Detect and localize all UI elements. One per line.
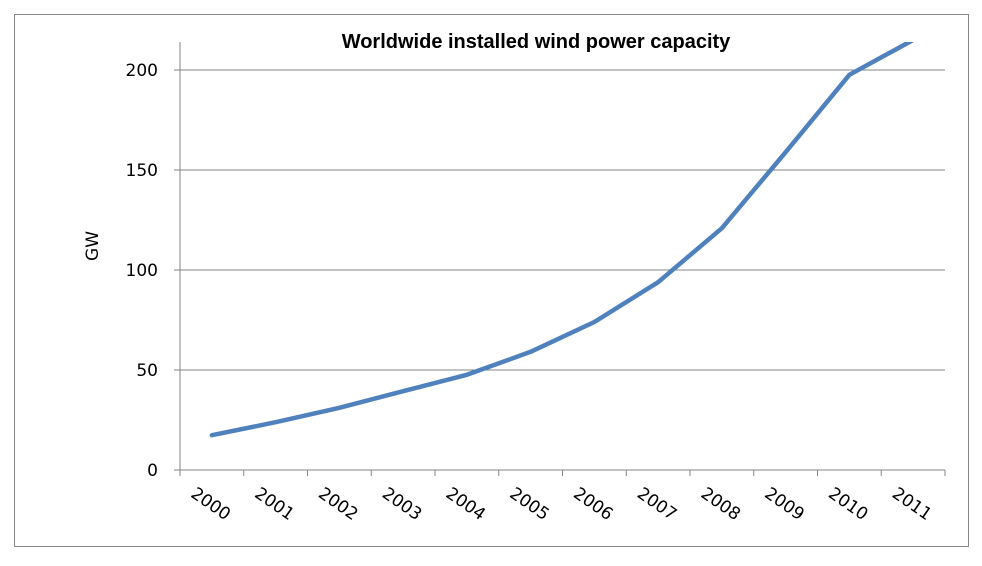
x-tick-label-2011: 2011 [888,484,935,525]
y-tick-label-150: 150 [126,161,158,181]
y-tick-label-50: 50 [136,361,158,381]
x-tick-label-2002: 2002 [315,484,362,525]
y-tick-label-0: 0 [147,461,158,481]
y-axis-label: GW [83,231,103,261]
x-tick-label-2001: 2001 [251,484,298,525]
chart-title: Worldwide installed wind power capacity [342,31,731,53]
series-line-0 [209,42,915,438]
x-tick-label-2009: 2009 [761,484,808,525]
x-tick-label-2006: 2006 [570,484,617,525]
x-tick-label-2008: 2008 [697,484,744,525]
y-tick-labels: 0 50 100 150 200 [126,61,158,481]
x-tick-label-2007: 2007 [633,484,680,525]
x-tick-label-2004: 2004 [442,484,489,525]
x-tick-label-2005: 2005 [506,484,553,525]
chart-frame [14,14,969,547]
x-tick-label-2000: 2000 [187,484,234,525]
series-layer [209,42,915,438]
gridlines [180,69,945,371]
x-tick-labels: 2000 2001 2002 2003 2004 2005 2006 2007 2008 2009… [187,484,935,525]
y-tick-label-100: 100 [126,261,158,281]
x-tick-label-2003: 2003 [378,484,425,525]
axes [174,42,946,476]
y-tick-label-200: 200 [126,61,158,81]
x-tick-label-2010: 2010 [825,484,872,525]
